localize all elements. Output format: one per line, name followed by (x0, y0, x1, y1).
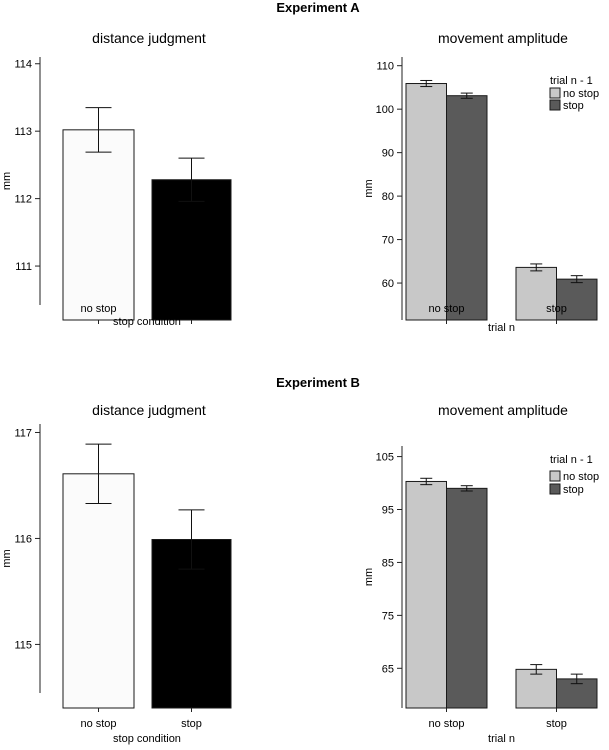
y-tick-label: 110 (376, 61, 394, 73)
legend-label: no stop (563, 471, 599, 483)
experiment-a-title: Experiment A (276, 0, 360, 15)
y-tick-label: 113 (14, 126, 32, 138)
x-axis-label: stop condition (113, 316, 181, 328)
x-tick-label: stop (181, 303, 202, 315)
x-tick-label: stop (546, 303, 567, 315)
legend-label: stop (563, 100, 584, 112)
y-tick-label: 70 (382, 235, 394, 247)
x-tick-label: stop (181, 718, 202, 730)
y-tick-label: 100 (376, 104, 394, 116)
bar-no-stop (405, 480, 447, 709)
legend-title: trial n - 1 (550, 75, 593, 87)
bar-no-stop (62, 473, 135, 709)
panel-title: movement amplitude (438, 30, 568, 46)
panel-title: movement amplitude (438, 402, 568, 418)
y-tick-label: 60 (382, 278, 394, 290)
y-tick-label: 75 (382, 610, 394, 622)
y-tick-label: 90 (382, 148, 394, 160)
x-tick-label: stop (546, 718, 567, 730)
experiment-b-title: Experiment B (276, 375, 360, 390)
y-tick-label: 111 (15, 261, 32, 273)
y-axis-label: mm (363, 568, 375, 586)
legend-swatch (549, 483, 561, 495)
bar-no-stop (405, 83, 447, 321)
bar-stop (446, 487, 488, 709)
x-tick-label: no stop (80, 718, 116, 730)
y-tick-label: 65 (382, 663, 394, 675)
y-tick-label: 112 (14, 194, 32, 206)
x-axis-label: stop condition (113, 733, 181, 745)
y-axis-label: mm (1, 549, 13, 567)
bar-no-stop (62, 129, 135, 321)
y-tick-label: 105 (376, 452, 394, 464)
y-tick-label: 114 (14, 59, 32, 71)
legend-label: stop (563, 484, 584, 496)
y-tick-label: 85 (382, 557, 394, 569)
x-tick-label: no stop (428, 718, 464, 730)
panel-title: distance judgment (92, 402, 206, 418)
y-tick-label: 95 (382, 505, 394, 517)
legend-title: trial n - 1 (550, 454, 593, 466)
legend-swatch (549, 87, 561, 99)
y-tick-label: 117 (14, 427, 32, 439)
chart-b-distance-judgment: distance judgment 115 116 117 mm no stop stops… (1, 402, 232, 745)
panel-title: distance judgment (92, 30, 206, 46)
chart-a-movement-amplitude: movement amplitude 60 70 80 90 100 110 mm no sto… (363, 30, 599, 334)
y-tick-label: 115 (14, 639, 32, 651)
legend-label: no stop (563, 88, 599, 100)
y-tick-label: 116 (14, 533, 32, 545)
bar-no-stop (515, 266, 557, 321)
y-tick-label: 80 (382, 191, 394, 203)
legend-swatch (549, 99, 561, 111)
x-axis-label: trial n (488, 733, 515, 745)
bar-no-stop (515, 668, 557, 709)
x-axis-label: trial n (488, 322, 515, 334)
y-axis-label: mm (1, 172, 13, 190)
bar-stop (446, 95, 488, 321)
x-tick-label: no stop (80, 303, 116, 315)
x-tick-label: no stop (428, 303, 464, 315)
legend-swatch (549, 470, 561, 482)
bar-stop (556, 278, 598, 321)
y-axis-label: mm (363, 179, 375, 197)
bar-stop (151, 179, 232, 321)
